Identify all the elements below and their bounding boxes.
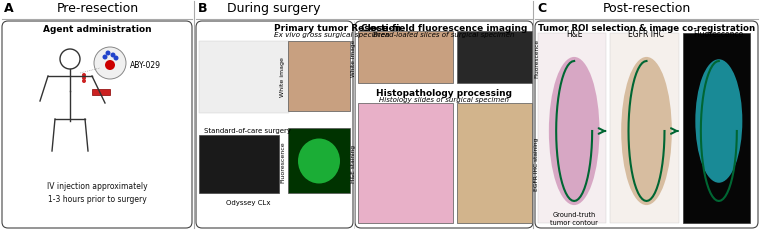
Text: H&E: H&E [566, 30, 582, 39]
Ellipse shape [695, 60, 743, 183]
Text: ABY-029: ABY-029 [130, 61, 161, 70]
Ellipse shape [298, 139, 340, 184]
Text: Pre-resection: Pre-resection [57, 2, 139, 15]
Circle shape [110, 53, 116, 58]
Text: During surgery: During surgery [227, 2, 321, 15]
Text: Ex vivo gross surgical specimen: Ex vivo gross surgical specimen [274, 32, 390, 38]
Ellipse shape [549, 58, 600, 205]
Bar [92, 90, 110, 96]
Circle shape [94, 48, 126, 80]
Text: IV injection approximately
1-3 hours prior to surgery: IV injection approximately 1-3 hours pri… [46, 182, 147, 203]
Text: Bread-loafed slices of surgical specimen: Bread-loafed slices of surgical specimen [373, 32, 515, 38]
Bar [199, 135, 279, 193]
Bar [457, 103, 532, 223]
Bar [288, 128, 350, 193]
Bar [199, 42, 289, 113]
Circle shape [82, 74, 86, 78]
Circle shape [105, 61, 115, 71]
Text: Close-field fluorescence imaging: Close-field fluorescence imaging [361, 24, 527, 33]
Bar [457, 32, 532, 84]
Bar [538, 34, 606, 223]
Bar [682, 34, 750, 223]
Text: White image: White image [280, 57, 285, 97]
Text: Odyssey CLx: Odyssey CLx [226, 199, 271, 205]
Bar [288, 42, 350, 112]
Ellipse shape [621, 58, 672, 205]
Circle shape [106, 51, 110, 56]
Text: Fluorescence: Fluorescence [694, 30, 744, 39]
Circle shape [113, 56, 119, 61]
Text: EGFR IHC staining: EGFR IHC staining [534, 137, 539, 190]
Text: Standard-of-care surgery: Standard-of-care surgery [204, 128, 292, 134]
Text: Agent administration: Agent administration [43, 25, 151, 34]
Text: Histology slides of surgical specimen: Histology slides of surgical specimen [379, 97, 509, 103]
Bar [610, 34, 679, 223]
Circle shape [82, 77, 86, 81]
Text: Tumor ROI selection & image co-registration: Tumor ROI selection & image co-registrat… [538, 24, 755, 33]
Text: B: B [198, 2, 207, 15]
Text: Ground-truth
tumor contour: Ground-truth tumor contour [550, 212, 598, 225]
Text: Histopathology processing: Histopathology processing [376, 89, 512, 97]
Text: Post-resection: Post-resection [603, 2, 691, 15]
Circle shape [82, 80, 86, 84]
Bar [358, 103, 453, 223]
Text: Primary tumor Resection: Primary tumor Resection [274, 24, 401, 33]
Text: H&E staining: H&E staining [351, 144, 356, 182]
Text: Fluorescence: Fluorescence [534, 38, 539, 77]
Text: EGFR IHC: EGFR IHC [629, 30, 664, 39]
Text: A: A [4, 2, 14, 15]
Bar [358, 32, 453, 84]
Text: Fluorescence: Fluorescence [280, 141, 285, 182]
Text: White image: White image [351, 39, 356, 76]
Circle shape [103, 55, 107, 60]
Text: C: C [537, 2, 546, 15]
